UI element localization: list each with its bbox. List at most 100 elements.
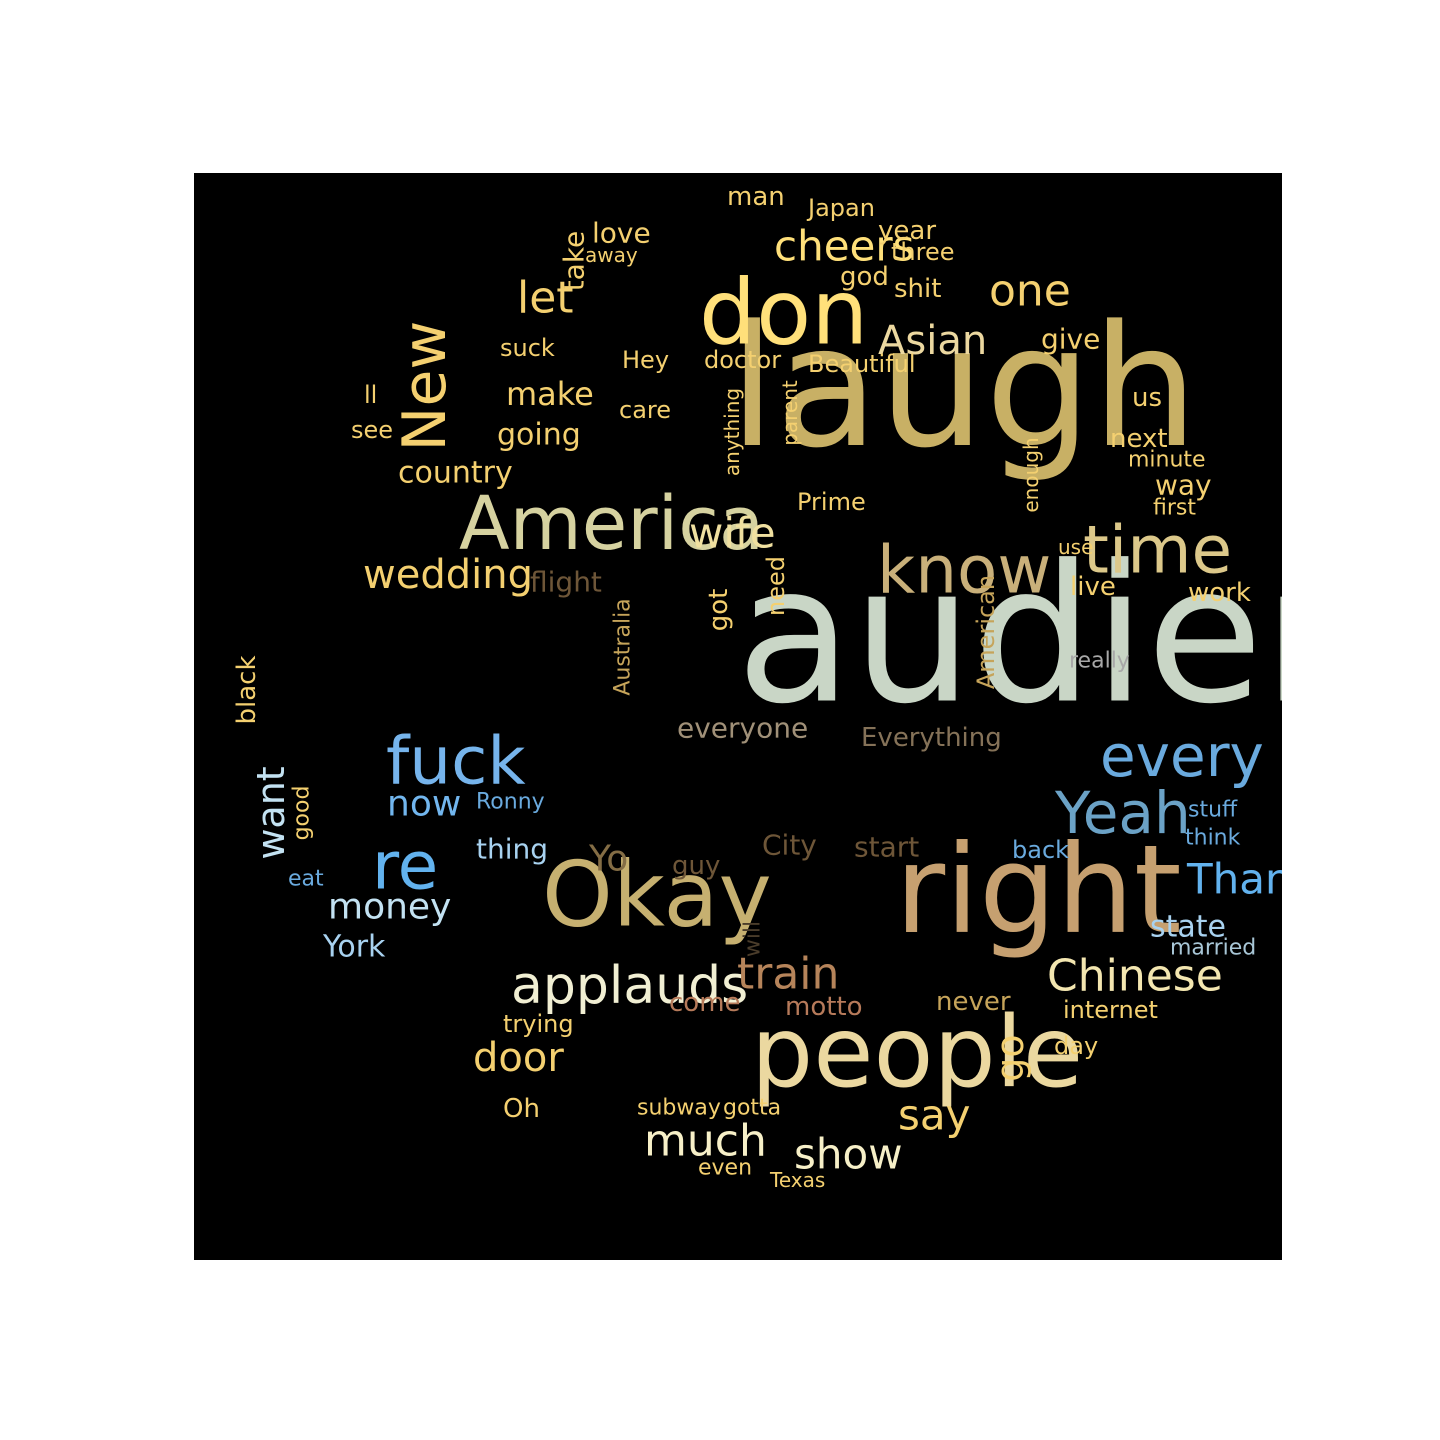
word-show: show — [794, 1130, 903, 1179]
word-wife: wife — [689, 509, 776, 558]
word-thank: Thank — [1186, 855, 1282, 904]
word-know: know — [877, 532, 1051, 609]
word-let: let — [517, 273, 574, 324]
word-make: make — [506, 375, 594, 413]
word-train: train — [737, 949, 839, 1000]
word-enough: enough — [1019, 437, 1043, 512]
word-right: right — [895, 819, 1182, 961]
word-suck: suck — [500, 334, 555, 362]
word-motto: motto — [785, 992, 863, 1022]
word-re: re — [372, 828, 438, 905]
word-don: don — [699, 261, 868, 366]
word-three: three — [891, 238, 955, 266]
word-gotta: gotta — [723, 1096, 781, 1121]
word-come: come — [669, 988, 741, 1018]
word-eat: eat — [288, 867, 324, 892]
word-ronny: Ronny — [476, 790, 545, 815]
word-much: much — [644, 1116, 767, 1167]
word-people: people — [751, 996, 1083, 1110]
word-first: first — [1153, 496, 1196, 521]
word-oh: Oh — [503, 1094, 540, 1124]
word-guy: guy — [672, 851, 720, 881]
word-subway: subway — [637, 1096, 721, 1121]
word-married: married — [1170, 936, 1256, 961]
word-cloud-panel: audience laugh right people Okay don America kn… — [194, 173, 1282, 1260]
word-black: black — [232, 655, 262, 724]
word-door: door — [473, 1035, 564, 1081]
word-got: got — [704, 589, 734, 632]
word-beautiful: Beautiful — [808, 350, 916, 378]
word-going: going — [497, 418, 581, 453]
word-really: really — [1069, 649, 1130, 674]
word-trying: trying — [503, 1010, 574, 1038]
word-even: even — [698, 1156, 752, 1181]
word-stuff: stuff — [1188, 798, 1238, 823]
word-anything: anything — [720, 388, 744, 476]
word-us: us — [1132, 383, 1162, 413]
word-give: give — [1041, 323, 1100, 356]
word-good: good — [290, 786, 315, 841]
word-never: never — [936, 987, 1011, 1017]
word-doctor: doctor — [704, 346, 781, 374]
word-next: next — [1110, 424, 1168, 454]
word-want: want — [249, 766, 293, 859]
word-love: love — [592, 217, 651, 250]
word-laugh: laugh — [729, 289, 1198, 485]
word-will: will — [741, 921, 766, 957]
word-go: go — [988, 1034, 1032, 1081]
word-prime: Prime — [797, 488, 866, 516]
word-york: York — [322, 930, 386, 965]
word-money: money — [328, 887, 451, 928]
word-asian: Asian — [878, 318, 987, 364]
word-japan: Japan — [806, 194, 875, 222]
word-state: state — [1150, 910, 1226, 945]
word-year: year — [878, 216, 936, 246]
word-yo: Yo — [588, 839, 628, 880]
word-every: every — [1100, 722, 1264, 790]
word-okay: Okay — [542, 843, 772, 948]
word-applauds: applauds — [511, 956, 748, 1016]
word-yeah: Yeah — [1054, 779, 1191, 847]
word-think: think — [1185, 826, 1241, 851]
word-new: New — [390, 321, 460, 452]
word-australia: Australia — [611, 598, 636, 695]
word-parent: parent — [778, 380, 802, 446]
word-say: say — [898, 1091, 970, 1140]
word-everything: Everything — [861, 723, 1002, 753]
word-cloud: audience laugh right people Okay don America kn… — [232, 182, 1282, 1192]
word-hey: Hey — [622, 346, 669, 374]
word-god: god — [840, 262, 889, 292]
word-ll: ll — [364, 381, 377, 409]
word-fuck: fuck — [386, 723, 526, 800]
word-man: man — [727, 182, 785, 212]
word-one: one — [989, 266, 1071, 317]
word-everyone: everyone — [677, 712, 808, 745]
word-see: see — [351, 416, 393, 444]
word-texas: Texas — [769, 1168, 825, 1192]
word-chinese: Chinese — [1047, 951, 1223, 1002]
word-thing: thing — [476, 833, 548, 866]
word-now: now — [387, 784, 461, 825]
word-time: time — [1083, 512, 1232, 589]
word-use: use — [1058, 535, 1093, 559]
word-american: American — [972, 575, 1000, 689]
word-audience: audience — [736, 525, 1282, 746]
word-country: country — [398, 456, 513, 491]
word-live: live — [1070, 572, 1116, 602]
word-care: care — [619, 396, 671, 424]
word-work: work — [1188, 578, 1251, 608]
word-take: take — [558, 231, 591, 292]
word-day: day — [1054, 1032, 1098, 1060]
word-internet: internet — [1063, 996, 1158, 1024]
word-away: away — [585, 243, 638, 267]
word-america: America — [459, 481, 764, 567]
word-flight: flight — [530, 566, 602, 599]
word-minute: minute — [1128, 448, 1206, 473]
word-start: start — [854, 831, 919, 864]
word-need: need — [762, 556, 790, 616]
word-shit: shit — [894, 274, 941, 304]
word-cheers: cheers — [774, 222, 915, 271]
word-back: back — [1012, 836, 1069, 864]
word-wedding: wedding — [363, 552, 533, 598]
word-city: City — [762, 829, 817, 862]
